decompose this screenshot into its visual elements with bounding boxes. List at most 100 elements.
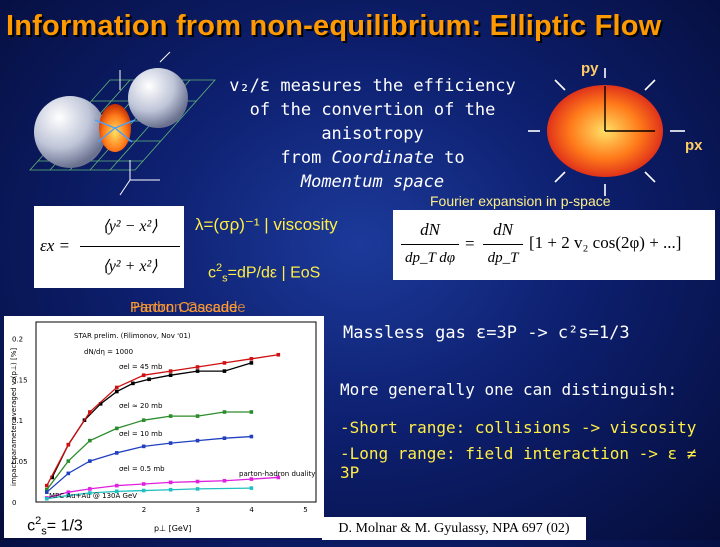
sigma-20-curve-point xyxy=(44,487,49,492)
v2-plot-panel: impact parameter averaged v₂(p⊥) [%] p⊥ … xyxy=(4,316,324,538)
sigma-45-curve-point xyxy=(44,483,49,488)
sigma-extra-curve-point xyxy=(88,491,92,495)
sigma-20-curve-point xyxy=(66,459,71,463)
sigma-10-curve-point xyxy=(141,444,146,449)
sigma-10-curve-point xyxy=(88,459,92,463)
intro-line-3-suffix: to xyxy=(433,148,465,168)
sigma-extra-curve-point xyxy=(195,487,200,491)
intro-line-1: v₂/ε measures the efficiency xyxy=(229,76,516,96)
sigma-05-curve-point xyxy=(276,475,281,480)
slide-title: Information from non-equilibrium: Ellipt… xyxy=(6,10,662,42)
px-axis-label: px xyxy=(685,137,703,154)
cs2b-suffix: = 1/3 xyxy=(46,517,83,535)
dn-lhs-bar xyxy=(401,244,459,245)
sigma-20-curve-point xyxy=(168,414,173,418)
sigma-45-curve-point xyxy=(249,357,254,361)
sigma-extra-curve-point xyxy=(249,486,254,490)
sigma-05-curve-point xyxy=(249,477,254,481)
fourier-formula: dN dp_T dφ = dN dp_T [1 + 2 v₂ cos(2φ) +… xyxy=(393,210,715,280)
label-sigma-10: σel = 10 mb xyxy=(119,430,163,438)
sigma-20-curve-point xyxy=(222,410,227,414)
sigma-20-curve-point xyxy=(114,426,119,431)
sigma-05-curve xyxy=(46,476,279,499)
sigma-20-curve-point xyxy=(141,418,146,422)
sigma-extra-curve-point xyxy=(168,487,173,492)
dn-lhs-denominator: dp_T dφ xyxy=(404,250,456,266)
v2-plot: impact parameter averaged v₂(p⊥) [%] p⊥ … xyxy=(10,321,317,533)
short-range-text: -Short range: collisions -> viscosity xyxy=(340,418,697,437)
sigma-20-curve-point xyxy=(88,438,92,443)
x-tick-label: 5 xyxy=(303,506,307,514)
sigma-10-curve-point xyxy=(195,438,200,443)
sigma-10-curve-point xyxy=(44,490,49,494)
hadron-cascade-label: Hadron Cascade xyxy=(133,299,246,316)
sigma-extra-curve-point xyxy=(114,489,119,494)
sigma-45-curve-point xyxy=(195,365,200,369)
dn-rhs-numerator: dN xyxy=(493,220,513,239)
legend-dn: dN/dη = 1000 xyxy=(84,348,133,356)
sigma-45-curve-point xyxy=(222,361,227,365)
cs2-sup: 2 xyxy=(216,262,223,274)
star-data-point xyxy=(114,389,119,394)
intro-paragraph: v₂/ε measures the efficiency of the conv… xyxy=(205,74,540,194)
sigma-45-curve-point xyxy=(141,373,146,377)
sigma-45-curve xyxy=(46,354,279,486)
plot-frame xyxy=(35,321,317,503)
sigma-20-curve xyxy=(46,411,252,491)
plot-duality-label: parton-hadron duality xyxy=(239,470,315,478)
sound-speed-one-third: c2s= 1/3 xyxy=(10,506,100,538)
label-sigma-05: σel = 0.5 mb xyxy=(119,465,165,473)
intro-line-3-prefix: from xyxy=(280,148,332,168)
sigma-extra-curve-point xyxy=(44,496,49,501)
citation-box: D. Molnar & M. Gyulassy, NPA 697 (02) xyxy=(322,517,586,540)
eps-numerator: ⟨y² − x²⟩ xyxy=(102,218,158,235)
plot-x-label: p⊥ [GeV] xyxy=(154,524,191,533)
cs2b-c: c xyxy=(27,517,36,535)
star-data-point xyxy=(222,369,227,373)
sigma-extra-curve-point xyxy=(141,488,146,493)
more-generally-text: More generally one can distinguish: xyxy=(340,380,678,399)
y-tick-label: 0.2 xyxy=(12,335,23,343)
sigma-45-curve-point xyxy=(168,369,173,373)
cs2b-sub: s xyxy=(41,525,47,538)
sigma-05-curve-point xyxy=(88,487,92,491)
dn-equals: = xyxy=(465,234,475,253)
sigma-extra-curve-point xyxy=(66,493,71,498)
cs2b-sup: 2 xyxy=(35,515,42,527)
massless-gas-text: Massless gas ε=3P -> c²s=1/3 xyxy=(343,323,630,343)
nucleus-right xyxy=(128,68,188,128)
star-data-point xyxy=(195,369,200,373)
dn-rhs-bar xyxy=(483,244,523,245)
star-data-point xyxy=(131,381,135,386)
y-tick-label: 0.1 xyxy=(12,417,23,425)
dn-rhs-denominator: dp_T xyxy=(487,250,519,266)
intro-coordinate: Coordinate xyxy=(331,148,434,168)
plot-mpc-label: MPC Au+Au @ 130A GeV xyxy=(49,492,137,500)
star-data-point xyxy=(147,377,151,382)
py-axis-label: py xyxy=(581,60,599,77)
sigma-10-curve-point xyxy=(114,451,119,455)
sigma-45-curve-point xyxy=(66,442,71,447)
x-tick-label: 4 xyxy=(249,506,254,514)
sigma-10-curve-point xyxy=(66,471,71,476)
cs2-c: c xyxy=(208,264,216,282)
sigma-05-curve-point xyxy=(114,483,119,488)
star-data-point xyxy=(98,402,103,406)
cs2-sub: s xyxy=(222,272,228,285)
star-data-point xyxy=(168,373,173,377)
dn-bracket: [1 + 2 v₂ cos(2φ) + ...] xyxy=(529,233,682,252)
sigma-05-curve-point xyxy=(168,480,173,485)
sigma-05-curve-point xyxy=(222,478,227,483)
sigma-10-curve-point xyxy=(249,434,254,439)
sigma-20-curve-point xyxy=(249,410,254,414)
intro-line-4: Momentum space xyxy=(300,172,445,192)
nucleus-left xyxy=(34,96,106,168)
sound-speed-eos-text: c2s=dP/dε | EoS xyxy=(208,262,320,285)
long-range-text: -Long range: field interaction -> ε ≠ 3P xyxy=(340,444,697,482)
sigma-extra-curve xyxy=(46,487,252,500)
sigma-10-curve-point xyxy=(168,441,173,445)
parton-cascade-label: Parton Cascade xyxy=(130,299,238,316)
sigma-45-curve-point xyxy=(276,352,281,357)
cs2-suffix: =dP/dε | EoS xyxy=(227,264,321,282)
momentum-space-diagram xyxy=(528,68,685,196)
